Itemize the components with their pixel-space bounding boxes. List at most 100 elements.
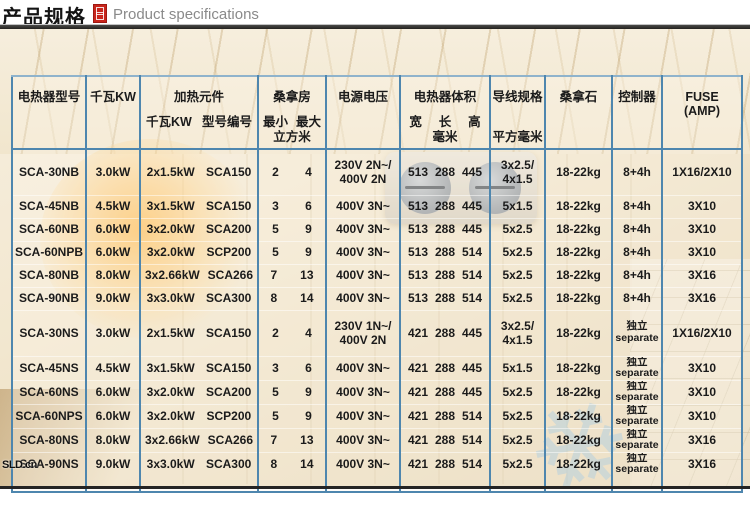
cell-room-max: 9 (305, 409, 312, 424)
cell-controller: 独立 separate (611, 403, 662, 429)
cell-controller: 8+4h (611, 240, 662, 264)
cell-room-max: 4 (305, 325, 312, 340)
cell-heating-element: 3x2.0kW SCP200 (139, 240, 258, 264)
cell-heating-element: 2x1.5kW SCA150 (139, 309, 258, 356)
cell-stones: 18-22kg (544, 451, 612, 476)
table-row: SCA-60NB 6.0kW 3x2.0kW SCA200 5 9 400V 3… (12, 217, 742, 241)
cell-room-max: 14 (300, 457, 314, 472)
cell-controller: 独立 separate (611, 451, 662, 476)
cell-stones: 18-22kg (544, 240, 612, 264)
cell-stones: 18-22kg (544, 309, 612, 356)
cell-vol-l: 288 (434, 360, 455, 375)
cell-vol-w: 421 (407, 325, 428, 340)
filler-cell (12, 476, 86, 492)
page-header: 产品规格 Product specifications (0, 0, 750, 29)
cell-fuse: 3X16 (661, 286, 742, 310)
cell-fuse: 3X10 (661, 355, 742, 381)
filler-cell (85, 475, 140, 492)
cell-element-kw: 2x1.5kW (146, 165, 195, 180)
cell-model: SCA-80NS (12, 427, 86, 453)
cell-element-kw: 2x1.5kW (146, 325, 195, 340)
cell-wire-spec: 3x2.5/4x1.5 (489, 148, 545, 195)
cell-kw: 6.0kW (85, 217, 140, 241)
col-header-controller: 控制器 (611, 76, 662, 150)
cell-kw: 9.0kW (85, 451, 140, 476)
cell-controller: 8+4h (611, 286, 662, 310)
cell-heater-volume: 421 288 445 (399, 309, 490, 356)
header-divider-light (0, 24, 750, 25)
filler-cell (544, 475, 612, 492)
col-header-model: 电热器型号 (12, 76, 86, 150)
cell-element-model: SCP200 (206, 245, 252, 260)
cell-vol-w: 513 (407, 291, 428, 306)
table-row: SCA-90NS 9.0kW 3x3.0kW SCA300 8 14 400V … (12, 451, 742, 476)
cell-element-kw: 3x2.0kW (146, 409, 195, 424)
cell-element-model: SCA150 (205, 360, 252, 375)
cell-vol-w: 513 (407, 199, 428, 214)
cell-model: SCA-90NS (12, 451, 86, 476)
cell-element-kw: 3x3.0kW (146, 291, 195, 306)
cell-heater-volume: 421 288 445 (399, 379, 490, 405)
cell-controller: 独立 separate (611, 427, 662, 453)
cell-element-model: SCA266 (207, 433, 254, 448)
cell-vol-h: 445 (461, 325, 482, 340)
cell-vol-w: 421 (407, 409, 428, 424)
cell-voltage: 400V 3N~ (325, 240, 400, 264)
table-header-row: 电热器型号 千瓦KW 加热元件 千瓦KW 型号编号 桑拿房 最小 最大 立方米 … (12, 76, 742, 150)
cell-sauna-room: 3 6 (257, 194, 326, 218)
cell-element-kw: 3x2.0kW (146, 222, 195, 237)
fuse-amp-label: (AMP) (683, 104, 721, 119)
cell-heating-element: 3x2.0kW SCA200 (139, 217, 258, 241)
cell-element-kw: 3x2.66kW (144, 268, 200, 283)
cell-room-min: 5 (272, 222, 279, 237)
cell-vol-w: 513 (407, 165, 428, 180)
cell-element-kw: 3x2.0kW (146, 384, 195, 399)
cell-kw: 8.0kW (85, 427, 140, 453)
cell-element-model: SCP200 (206, 409, 252, 424)
table-row: SCA-45NS 4.5kW 3x1.5kW SCA150 3 6 400V 3… (12, 355, 742, 381)
table-row: SCA-30NS 3.0kW 2x1.5kW SCA150 2 4 230V 1… (12, 309, 742, 356)
cell-voltage: 400V 3N~ (325, 403, 400, 429)
cell-sauna-room: 7 13 (257, 263, 326, 287)
cell-kw: 6.0kW (85, 240, 140, 264)
cell-vol-w: 421 (407, 360, 428, 375)
cell-fuse: 3X10 (661, 240, 742, 264)
cell-vol-l: 288 (434, 409, 455, 424)
cell-room-max: 6 (305, 199, 312, 214)
filler-cell (661, 475, 742, 492)
cell-heater-volume: 421 288 514 (399, 403, 490, 429)
cell-vol-l: 288 (434, 268, 455, 283)
col-header-stones: 桑拿石 (544, 76, 612, 150)
cell-room-max: 13 (300, 268, 314, 283)
table-row: SCA-30NB 3.0kW 2x1.5kW SCA150 2 4 230V 2… (12, 148, 742, 195)
cell-sauna-room: 2 4 (257, 148, 326, 195)
cell-room-min: 7 (270, 268, 278, 283)
cell-element-kw: 3x2.0kW (146, 245, 195, 260)
cell-heating-element: 3x2.66kW SCA266 (139, 263, 258, 287)
table-row: SCA-60NPB 6.0kW 3x2.0kW SCP200 5 9 400V … (12, 240, 742, 264)
cell-fuse: 1X16/2X10 (661, 148, 742, 195)
filler-cell (257, 475, 326, 492)
cell-vol-h: 514 (461, 291, 482, 306)
cell-room-min: 5 (272, 245, 279, 260)
cell-vol-w: 513 (407, 268, 428, 283)
cell-heater-volume: 513 288 514 (399, 286, 490, 310)
product-spec-table: 电热器型号 千瓦KW 加热元件 千瓦KW 型号编号 桑拿房 最小 最大 立方米 … (11, 75, 743, 493)
cell-stones: 18-22kg (544, 427, 612, 453)
cell-kw: 8.0kW (85, 263, 140, 287)
red-seal-icon (93, 4, 107, 23)
cell-kw: 4.5kW (85, 194, 140, 218)
cell-element-model: SCA300 (205, 291, 252, 306)
cell-heating-element: 3x3.0kW SCA300 (139, 286, 258, 310)
page-title-en: Product specifications (113, 6, 259, 23)
cell-kw: 3.0kW (85, 148, 140, 195)
cell-fuse: 3X10 (661, 194, 742, 218)
cell-vol-l: 288 (434, 222, 455, 237)
cell-controller: 8+4h (611, 148, 662, 195)
cell-wire-spec: 5x2.5 (489, 217, 545, 241)
cell-controller: 8+4h (611, 217, 662, 241)
cell-vol-l: 288 (434, 384, 455, 399)
cell-voltage: 400V 3N~ (325, 217, 400, 241)
subheader-wire-unit: 平方毫米 (492, 130, 543, 144)
subheader-element-model: 型号编号 (201, 115, 252, 130)
